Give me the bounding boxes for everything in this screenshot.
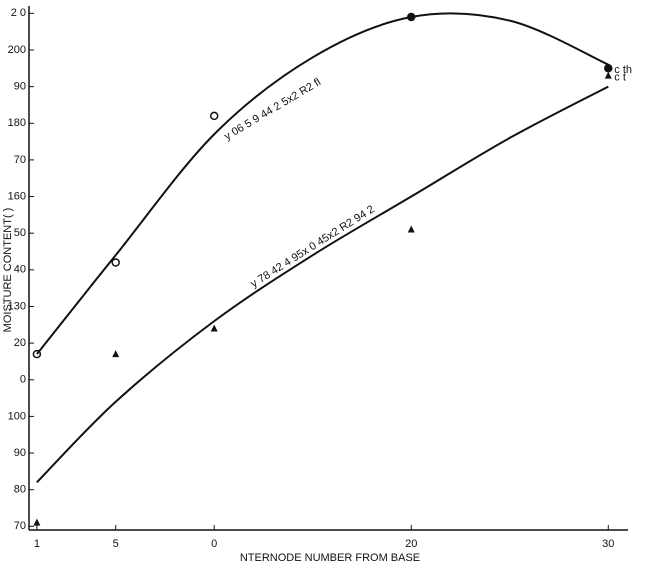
point <box>112 350 120 358</box>
x-tick-label: 20 <box>405 538 417 550</box>
y-tick-label: 180 <box>8 117 26 129</box>
x-axis-title: NTERNODE NUMBER FROM BASE <box>240 552 420 564</box>
y-tick-label: 90 <box>14 81 26 93</box>
point <box>604 71 612 79</box>
point <box>604 64 613 73</box>
y-tick-label: 130 <box>8 300 26 312</box>
y-tick-label: 70 <box>14 520 26 532</box>
x-tick-label: 1 <box>34 538 40 550</box>
point <box>33 518 41 526</box>
y-tick-label: 80 <box>14 484 26 496</box>
fit-curve <box>36 12 609 355</box>
y-tick-label: 40 <box>14 264 26 276</box>
point <box>210 324 218 332</box>
point <box>111 258 120 267</box>
point <box>32 349 42 359</box>
point <box>407 225 415 233</box>
fit-curve <box>36 85 609 484</box>
point <box>407 12 416 22</box>
x-tick-label: 0 <box>211 538 217 550</box>
x-tick-label: 30 <box>602 538 614 550</box>
point <box>209 111 219 121</box>
y-tick-label: 90 <box>14 447 26 459</box>
x-tick-label: 5 <box>113 538 119 550</box>
y-tick-label: 50 <box>14 227 26 239</box>
y-tick-label: 20 <box>14 337 26 349</box>
y-tick-label: 200 <box>8 44 26 56</box>
fit-equation: y 06 5 9 44 2 5x2 R2 fl <box>222 76 323 143</box>
y-tick-label: 2 0 <box>11 7 26 19</box>
y-tick-label: 0 <box>20 374 26 386</box>
fit-equation: y 78 42 4 95x 0 45x2 R2 94 2 <box>249 203 377 290</box>
y-tick-label: 100 <box>8 410 26 422</box>
series-label: c t <box>614 72 626 84</box>
series-label: c th <box>614 64 632 76</box>
y-tick-label: 160 <box>8 190 26 202</box>
y-axis-title: MOISTURE CONTENT( ) <box>2 208 14 333</box>
y-tick-label: 70 <box>14 154 26 166</box>
